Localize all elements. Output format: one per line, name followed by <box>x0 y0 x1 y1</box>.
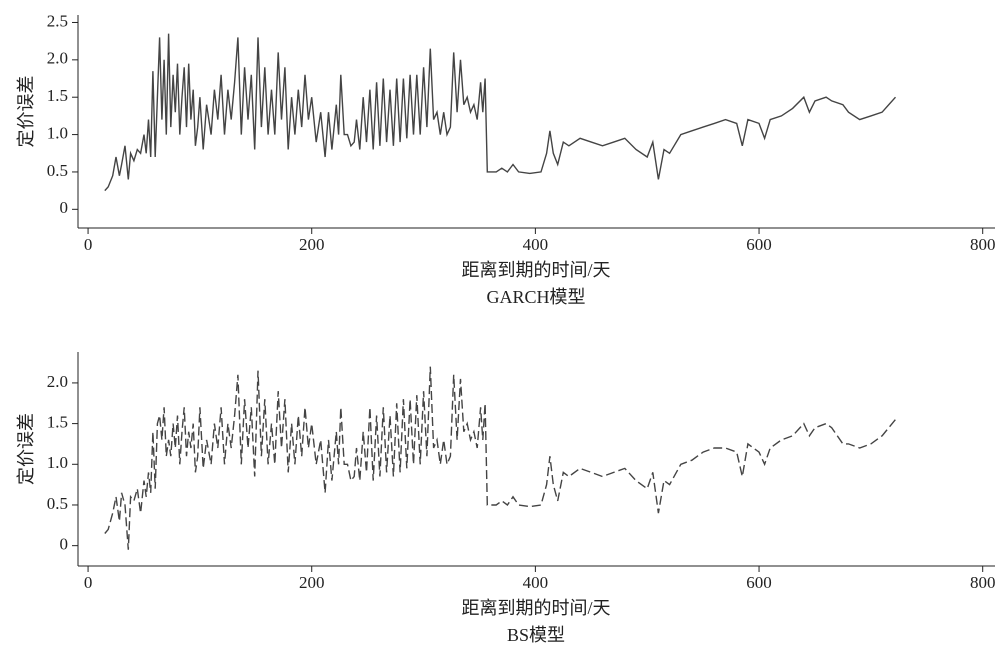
y-tick-label: 0 <box>60 535 69 554</box>
y-tick-label: 2.0 <box>47 49 68 68</box>
x-tick-label: 0 <box>84 573 93 592</box>
x-tick-label: 600 <box>746 235 772 254</box>
y-tick-label: 1.5 <box>47 413 68 432</box>
x-tick-label: 0 <box>84 235 93 254</box>
y-tick-label: 2.0 <box>47 372 68 391</box>
y-tick-label: 1.0 <box>47 453 68 472</box>
y-axis-label: 定价误差 <box>16 76 36 148</box>
y-axis-label: 定价误差 <box>16 413 36 485</box>
chart-title: BS模型 <box>507 625 565 645</box>
y-tick-label: 0 <box>60 198 69 217</box>
y-tick-label: 1.0 <box>47 123 68 142</box>
x-axis-label: 距离到期的时间/天 <box>461 598 610 618</box>
x-tick-label: 400 <box>523 235 549 254</box>
data-line <box>104 366 897 550</box>
y-tick-label: 0.5 <box>47 161 68 180</box>
x-tick-label: 800 <box>970 235 996 254</box>
x-tick-label: 200 <box>299 573 325 592</box>
x-tick-label: 200 <box>299 235 325 254</box>
data-line <box>104 33 897 192</box>
y-tick-label: 0.5 <box>47 494 68 513</box>
chart-title: GARCH模型 <box>486 287 585 307</box>
x-tick-label: 400 <box>523 573 549 592</box>
x-axis-label: 距离到期的时间/天 <box>461 260 610 280</box>
x-tick-label: 600 <box>746 573 772 592</box>
x-tick-label: 800 <box>970 573 996 592</box>
y-tick-label: 2.5 <box>47 11 68 30</box>
y-tick-label: 1.5 <box>47 86 68 105</box>
